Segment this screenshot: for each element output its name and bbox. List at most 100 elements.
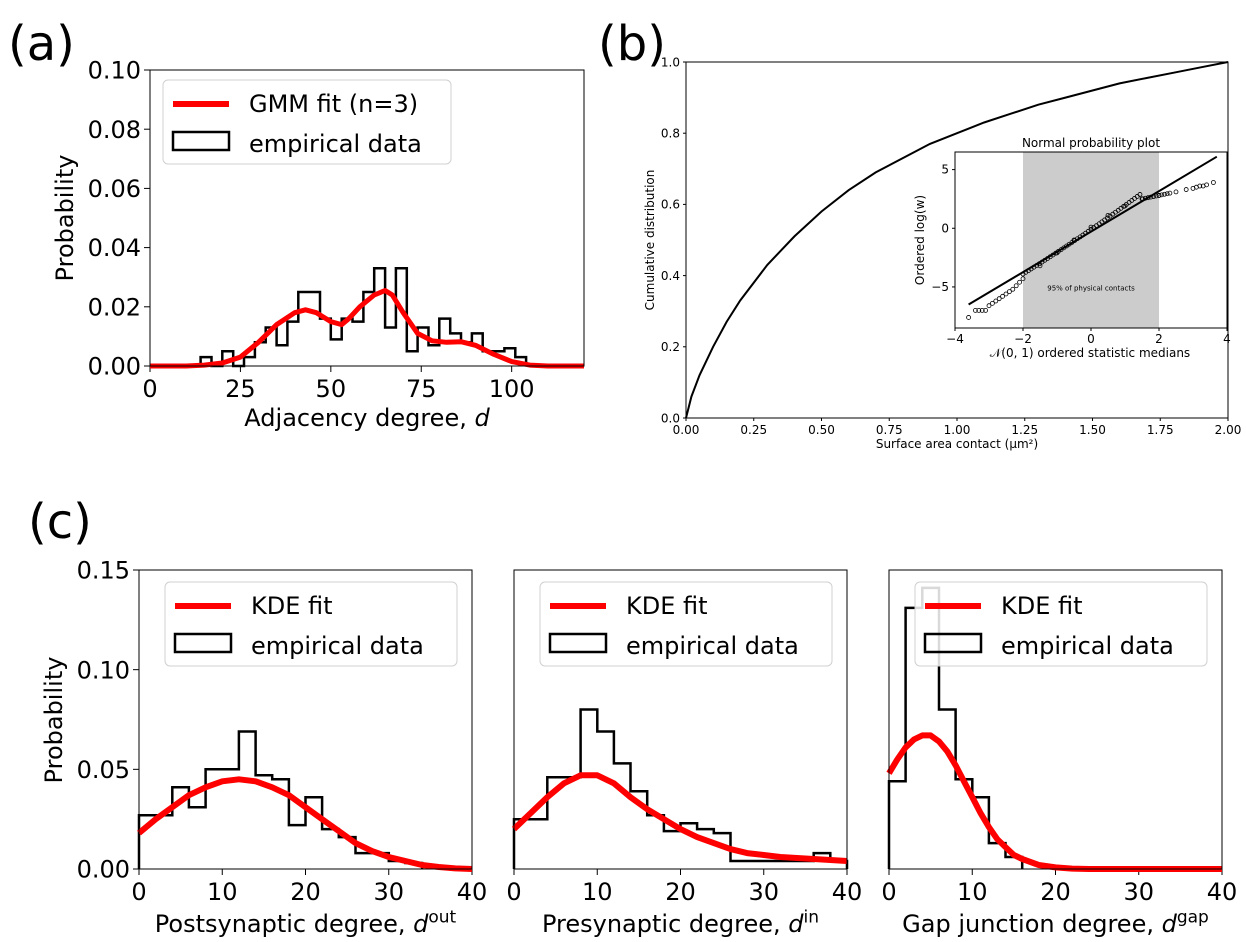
x-tick-label: 25 bbox=[225, 375, 256, 403]
legend-label: empirical data bbox=[249, 130, 422, 158]
x-tick-label: 0.75 bbox=[876, 423, 903, 437]
y-tick-label: 0.00 bbox=[88, 353, 141, 381]
x-tick-label: 100 bbox=[489, 375, 535, 403]
x-tick-label: 20 bbox=[665, 878, 696, 906]
legend-box bbox=[539, 581, 833, 667]
inset-point bbox=[986, 303, 992, 309]
x-tick-label: 1.25 bbox=[1011, 423, 1038, 437]
legend-label: empirical data bbox=[251, 632, 424, 660]
inset-title: Normal probability plot bbox=[1022, 136, 1160, 150]
x-axis-label: Surface area contact (μm²) bbox=[876, 437, 1038, 451]
inset-y-tick-label: 0 bbox=[941, 221, 949, 235]
x-tick-label: 0.00 bbox=[673, 423, 700, 437]
inset-x-tick-label: −2 bbox=[1014, 332, 1032, 346]
inset-point bbox=[1000, 293, 1005, 299]
inset-point bbox=[1145, 195, 1151, 201]
x-tick-label: 10 bbox=[582, 878, 613, 906]
chart-panel-c-presynaptic: 0 10 20 30 40 KDE fit empirical data Presynapti… bbox=[506, 569, 863, 938]
inset-point bbox=[966, 315, 971, 320]
inset-shaded-label: 95% of physical contacts bbox=[1047, 284, 1135, 292]
x-tick-label: 50 bbox=[316, 375, 347, 403]
inset-point bbox=[1140, 196, 1146, 202]
inset-point bbox=[1167, 190, 1173, 196]
inset-point bbox=[1148, 194, 1154, 200]
inset-point bbox=[990, 300, 995, 306]
inset-point bbox=[1173, 189, 1179, 195]
inset-point bbox=[1159, 192, 1165, 198]
x-tick-label: 0.50 bbox=[808, 423, 835, 437]
x-tick-label: 0 bbox=[142, 375, 157, 403]
y-tick-label: 0.15 bbox=[77, 557, 130, 585]
inset-point bbox=[1088, 224, 1094, 230]
legend-step-swatch bbox=[173, 632, 233, 654]
y-axis-label: Cumulative distribution bbox=[643, 170, 657, 311]
inset-point bbox=[1153, 193, 1159, 199]
inset-point bbox=[1007, 289, 1012, 295]
inset-point bbox=[979, 307, 985, 313]
chart-panel-c-postsynaptic: 0 10 20 30 40 0.00 0.05 0.10 0.15 KDE fit empirica… bbox=[40, 557, 487, 938]
inset-x-tick-label: −4 bbox=[946, 332, 964, 346]
legend-label: GMM fit (n=3) bbox=[249, 90, 418, 118]
panel-label-a: (a) bbox=[8, 16, 75, 72]
x-axis-label: Adjacency degree, d bbox=[244, 404, 490, 432]
legend-step-swatch bbox=[171, 130, 231, 152]
inset-point bbox=[1197, 183, 1203, 189]
inset-point bbox=[1020, 276, 1026, 282]
legend-box bbox=[162, 79, 452, 165]
panel-label-b: (b) bbox=[598, 16, 666, 72]
x-tick-label: 10 bbox=[957, 878, 988, 906]
inset-point bbox=[1164, 191, 1170, 197]
y-tick-label: 0.6 bbox=[661, 198, 680, 212]
inset-point bbox=[1151, 194, 1156, 199]
inset-x-axis-label: 𝒩(0, 1) ordered statistic medians bbox=[990, 346, 1190, 360]
inset-point bbox=[976, 307, 982, 313]
legend-label: empirical data bbox=[626, 632, 799, 660]
legend-label: KDE fit bbox=[251, 592, 333, 620]
inset-point bbox=[1211, 180, 1216, 185]
x-tick-label: 0 bbox=[131, 878, 146, 906]
inset-y-tick-label: 5 bbox=[941, 163, 949, 177]
y-tick-label: 0.8 bbox=[661, 127, 680, 141]
legend-step-swatch bbox=[923, 632, 983, 654]
chart-panel-b: 0.00 0.25 0.50 0.75 1.00 1.25 1.50 1.75 2.000.00… bbox=[643, 55, 1241, 451]
x-tick-label: 30 bbox=[373, 878, 404, 906]
x-tick-label: 40 bbox=[1207, 878, 1238, 906]
legend-box bbox=[914, 581, 1208, 667]
inset-point bbox=[1013, 283, 1019, 289]
inset-point bbox=[1156, 193, 1162, 198]
y-tick-label: 0.10 bbox=[77, 656, 130, 684]
x-axis-label: Presynaptic degree, din bbox=[542, 907, 819, 938]
y-tick-label: 0.10 bbox=[88, 57, 141, 85]
inset-point bbox=[996, 296, 1002, 302]
x-tick-label: 20 bbox=[1040, 878, 1071, 906]
inset-point bbox=[1003, 291, 1009, 297]
fit-curve bbox=[511, 772, 848, 864]
inset-point bbox=[1183, 187, 1189, 192]
x-tick-label: 30 bbox=[1123, 878, 1154, 906]
inset-y-axis-label: Ordered log(w) bbox=[913, 195, 927, 285]
y-tick-label: 0.4 bbox=[661, 269, 680, 283]
x-tick-label: 0 bbox=[506, 878, 521, 906]
inset-point bbox=[1204, 182, 1209, 188]
y-axis-label: Probability bbox=[51, 155, 79, 282]
x-tick-label: 1.00 bbox=[944, 423, 971, 437]
y-tick-label: 0.0 bbox=[661, 411, 680, 425]
y-tick-label: 0.08 bbox=[88, 116, 141, 144]
chart-panel-a: 0 25 50 75 100 0.00 0.02 0.04 0.06 0.08 0.10 GMM fi… bbox=[51, 57, 585, 432]
y-tick-label: 1.0 bbox=[661, 55, 680, 69]
x-tick-label: 40 bbox=[832, 878, 863, 906]
inset-x-tick-label: 2 bbox=[1155, 332, 1163, 346]
inset-x-tick-label: 0 bbox=[1087, 332, 1095, 346]
inset-point bbox=[1037, 263, 1043, 269]
panel-label-c: (c) bbox=[28, 494, 92, 550]
inset-x-tick-label: 4 bbox=[1223, 332, 1231, 346]
legend-label: empirical data bbox=[1001, 632, 1174, 660]
inset-point bbox=[1010, 286, 1016, 292]
axes-frame bbox=[138, 569, 473, 870]
y-tick-label: 0.00 bbox=[77, 856, 130, 884]
axes-frame bbox=[685, 61, 1229, 419]
fit-curve bbox=[137, 776, 473, 872]
y-tick-label: 0.04 bbox=[88, 234, 141, 262]
x-tick-label: 40 bbox=[457, 878, 488, 906]
